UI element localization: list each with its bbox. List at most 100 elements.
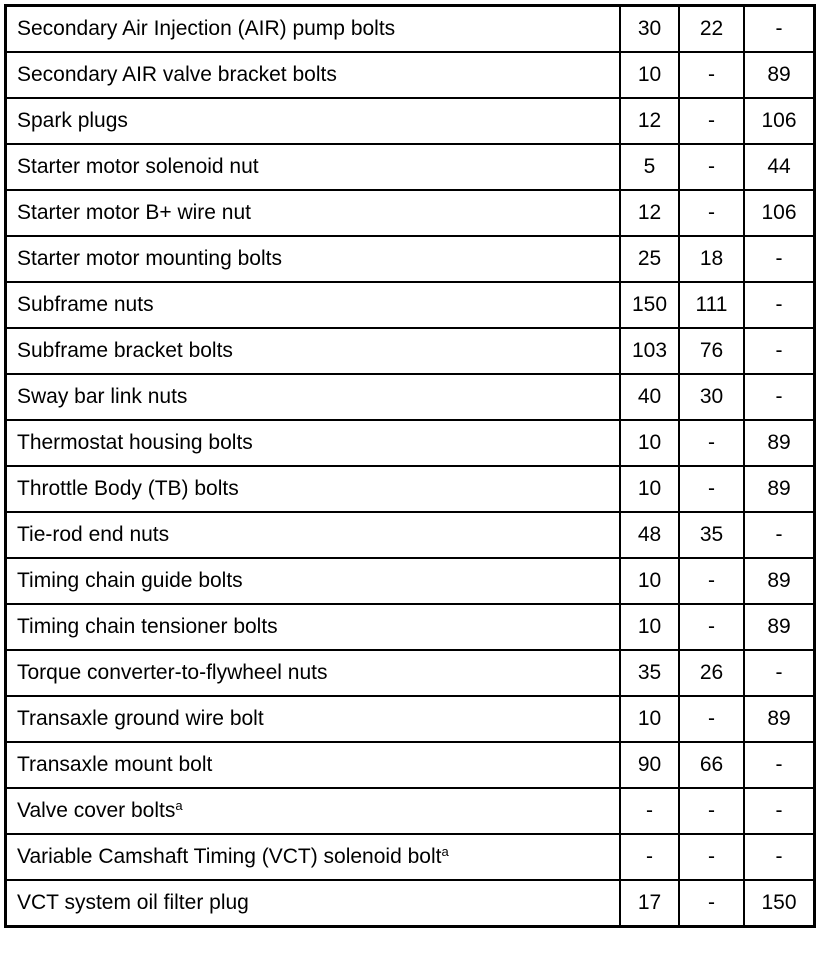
nm-value: 103 [619,327,680,375]
lbin-value: - [743,833,816,881]
table-row: Starter motor mounting bolts 25 18- [4,235,816,283]
lbin-value: - [743,787,816,835]
table-row: Sway bar link nuts 40 30- [4,373,816,421]
table-row: Timing chain guide bolts 10-89 [4,557,816,605]
component-cell: Torque converter-to-flywheel nuts [4,649,621,697]
table-row: Secondary AIR valve bracket bolts 10-89 [4,51,816,99]
component-name: Tie-rod end nuts [17,523,170,546]
table-row: Starter motor solenoid nut 5-44 [4,143,816,191]
table-row: Transaxle ground wire bolt 10-89 [4,695,816,743]
component-name: Timing chain guide bolts [17,569,243,592]
component-name: Variable Camshaft Timing (VCT) solenoid … [17,845,442,868]
nm-value: 17 [619,879,680,928]
component-name: Starter motor B+ wire nut [17,201,252,224]
component-cell: Starter motor mounting bolts [4,235,621,283]
table-row: Torque converter-to-flywheel nuts 35 26- [4,649,816,697]
lbin-value: 89 [743,419,816,467]
nm-value: 10 [619,603,680,651]
lbft-value: 76 [678,327,745,375]
lbin-value: 89 [743,51,816,99]
component-name: VCT system oil filter plug [17,891,249,914]
component-name: Torque converter-to-flywheel nuts [17,661,328,684]
component-name: Subframe nuts [17,293,154,316]
component-cell: Timing chain guide bolts [4,557,621,605]
nm-value: 90 [619,741,680,789]
component-name: Transaxle mount bolt [17,753,213,776]
lbin-value: 106 [743,189,816,237]
lbin-value: - [743,741,816,789]
component-cell: Secondary AIR valve bracket bolts [4,51,621,99]
nm-value: - [619,833,680,881]
lbft-value: - [678,189,745,237]
nm-value: 12 [619,97,680,145]
nm-value: 12 [619,189,680,237]
component-name: Timing chain tensioner bolts [17,615,278,638]
lbft-value: - [678,603,745,651]
component-cell: Starter motor B+ wire nut [4,189,621,237]
nm-value: 5 [619,143,680,191]
lbft-value: - [678,97,745,145]
nm-value: 48 [619,511,680,559]
lbin-value: 89 [743,695,816,743]
table-row: VCT system oil filter plug 17-150 [4,879,816,928]
lbft-value: - [678,419,745,467]
component-name: Thermostat housing bolts [17,431,253,454]
component-name: Starter motor solenoid nut [17,155,259,178]
lbin-value: 89 [743,603,816,651]
lbin-value: 44 [743,143,816,191]
nm-value: 150 [619,281,680,329]
lbin-value: - [743,373,816,421]
component-cell: Transaxle mount bolt [4,741,621,789]
table-row: Valve cover boltsa - - - [4,787,816,835]
component-cell: Transaxle ground wire bolt [4,695,621,743]
lbft-value: 35 [678,511,745,559]
lbft-value: - [678,787,745,835]
nm-value: 35 [619,649,680,697]
lbft-value: - [678,143,745,191]
lbin-value: 89 [743,557,816,605]
lbft-value: - [678,465,745,513]
lbft-value: 111 [678,281,745,329]
lbin-value: - [743,511,816,559]
component-cell: Starter motor solenoid nut [4,143,621,191]
component-name: Transaxle ground wire bolt [17,707,264,730]
component-cell: Throttle Body (TB) bolts [4,465,621,513]
table-row: Thermostat housing bolts 10-89 [4,419,816,467]
nm-value: 10 [619,557,680,605]
table-row: Subframe bracket bolts 103 76- [4,327,816,375]
component-cell: Thermostat housing bolts [4,419,621,467]
lbin-value: 106 [743,97,816,145]
component-cell: Subframe bracket bolts [4,327,621,375]
lbin-value: 150 [743,879,816,928]
component-name: Spark plugs [17,109,128,132]
component-cell: Sway bar link nuts [4,373,621,421]
component-cell: Tie-rod end nuts [4,511,621,559]
nm-value: 25 [619,235,680,283]
lbin-value: - [743,327,816,375]
component-name: Secondary Air Injection (AIR) pump bolts [17,17,396,40]
component-name: Sway bar link nuts [17,385,188,408]
table-row: Spark plugs 12-106 [4,97,816,145]
lbft-value: - [678,879,745,928]
nm-value: 10 [619,51,680,99]
component-cell: Secondary Air Injection (AIR) pump bolts [4,4,621,53]
table-row: Secondary Air Injection (AIR) pump bolts… [4,4,816,53]
lbft-value: - [678,557,745,605]
lbin-value: - [743,235,816,283]
lbft-value: 66 [678,741,745,789]
footnote-marker: a [441,844,449,859]
component-name: Throttle Body (TB) bolts [17,477,239,500]
table-body: Secondary Air Injection (AIR) pump bolts… [4,4,816,928]
lbft-value: - [678,51,745,99]
table-row: Timing chain tensioner bolts 10-89 [4,603,816,651]
lbin-value: - [743,4,816,53]
lbft-value: 18 [678,235,745,283]
lbft-value: 30 [678,373,745,421]
table-row: Throttle Body (TB) bolts 10-89 [4,465,816,513]
nm-value: 10 [619,465,680,513]
table-row: Variable Camshaft Timing (VCT) solenoid … [4,833,816,881]
nm-value: 30 [619,4,680,53]
component-cell: Valve cover boltsa [4,787,621,835]
component-cell: Spark plugs [4,97,621,145]
component-cell: Variable Camshaft Timing (VCT) solenoid … [4,833,621,881]
